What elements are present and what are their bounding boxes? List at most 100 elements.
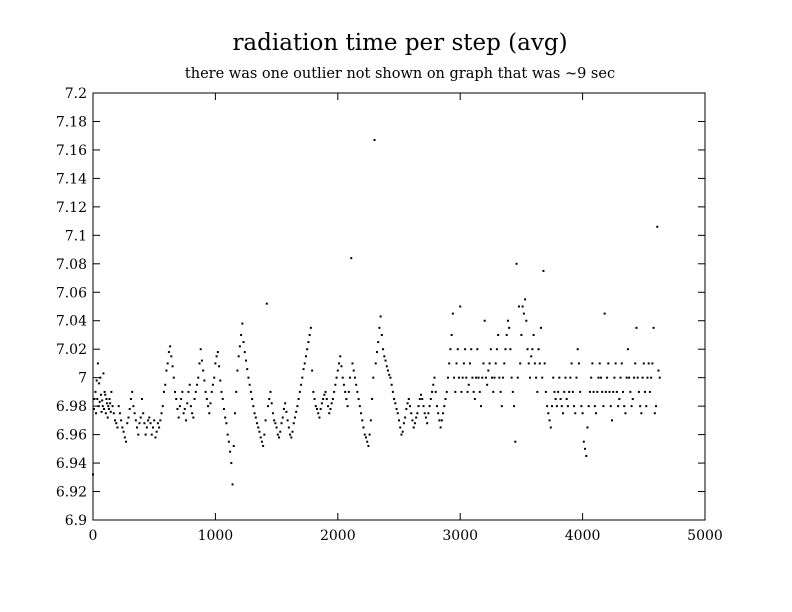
data-point xyxy=(579,390,582,393)
data-point xyxy=(525,319,528,322)
data-point xyxy=(372,376,375,379)
data-point xyxy=(334,383,337,386)
y-tick-label: 6.98 xyxy=(56,399,87,415)
data-point xyxy=(642,362,645,365)
data-point xyxy=(624,412,627,415)
data-point xyxy=(215,355,218,358)
data-point xyxy=(306,348,309,351)
data-point xyxy=(361,419,364,422)
x-tick-label: 3000 xyxy=(442,528,478,544)
data-point xyxy=(349,376,352,379)
data-point xyxy=(575,376,578,379)
data-point xyxy=(191,412,194,415)
data-point xyxy=(658,376,661,379)
data-point xyxy=(547,412,550,415)
data-point xyxy=(552,376,555,379)
data-point xyxy=(274,422,277,425)
data-point xyxy=(526,348,529,351)
y-tick-label: 7 xyxy=(78,371,87,387)
data-point xyxy=(325,398,328,401)
data-point xyxy=(109,402,112,405)
data-point xyxy=(602,405,605,408)
data-point xyxy=(198,362,201,365)
data-point xyxy=(194,390,197,393)
data-point xyxy=(539,326,542,329)
data-point xyxy=(138,422,141,425)
data-point xyxy=(136,426,139,429)
data-point xyxy=(256,422,259,425)
data-point xyxy=(608,390,611,393)
data-point xyxy=(108,398,111,401)
data-point xyxy=(530,355,533,358)
data-point xyxy=(462,362,465,365)
data-point xyxy=(508,326,511,329)
data-point xyxy=(254,416,257,419)
data-point xyxy=(431,390,434,393)
data-point xyxy=(590,376,593,379)
data-point xyxy=(644,390,647,393)
data-point xyxy=(105,398,108,401)
data-point xyxy=(472,390,475,393)
data-point xyxy=(340,365,343,368)
data-point xyxy=(221,398,224,401)
data-point xyxy=(424,416,427,419)
data-point xyxy=(443,405,446,408)
data-point xyxy=(542,269,545,272)
data-point xyxy=(426,422,429,425)
data-point xyxy=(246,368,249,371)
data-point xyxy=(187,390,190,393)
data-point xyxy=(106,416,109,419)
data-point xyxy=(502,376,505,379)
data-point xyxy=(347,390,350,393)
data-point xyxy=(383,355,386,358)
data-point xyxy=(151,426,154,429)
data-point xyxy=(224,416,227,419)
data-point xyxy=(453,376,456,379)
data-point xyxy=(434,390,437,393)
data-point xyxy=(421,398,424,401)
data-point xyxy=(159,419,162,422)
data-point xyxy=(158,426,161,429)
data-point xyxy=(148,416,151,419)
data-point xyxy=(219,379,222,382)
data-point xyxy=(492,390,495,393)
data-point xyxy=(651,362,654,365)
data-point xyxy=(327,405,330,408)
data-point xyxy=(486,383,489,386)
data-point xyxy=(648,390,651,393)
y-tick-label: 7.02 xyxy=(56,342,87,358)
data-point xyxy=(422,405,425,408)
data-point xyxy=(398,419,400,422)
data-point xyxy=(495,348,498,351)
data-point xyxy=(183,407,186,410)
chart-subtitle: there was one outlier not shown on graph… xyxy=(185,66,615,82)
data-point xyxy=(509,348,512,351)
data-point xyxy=(320,402,323,405)
data-point xyxy=(196,383,199,386)
data-point xyxy=(307,341,310,344)
data-point xyxy=(335,376,338,379)
data-point xyxy=(621,390,624,393)
data-point xyxy=(612,390,615,393)
data-point xyxy=(631,398,634,401)
data-point xyxy=(346,405,349,408)
data-point xyxy=(123,436,126,439)
data-point xyxy=(375,351,378,354)
data-point xyxy=(406,402,409,405)
data-point xyxy=(516,376,519,379)
data-point xyxy=(303,362,306,365)
data-point xyxy=(192,416,195,419)
data-point xyxy=(160,412,163,415)
data-point xyxy=(199,348,202,351)
data-point xyxy=(96,398,99,401)
data-point xyxy=(94,390,97,393)
data-point xyxy=(132,405,135,408)
data-point xyxy=(407,398,410,401)
data-point xyxy=(475,376,478,379)
data-point xyxy=(291,430,294,433)
data-point xyxy=(205,398,208,401)
data-point xyxy=(488,362,491,365)
data-points xyxy=(92,138,661,486)
data-point xyxy=(273,419,276,422)
data-point xyxy=(497,333,500,336)
